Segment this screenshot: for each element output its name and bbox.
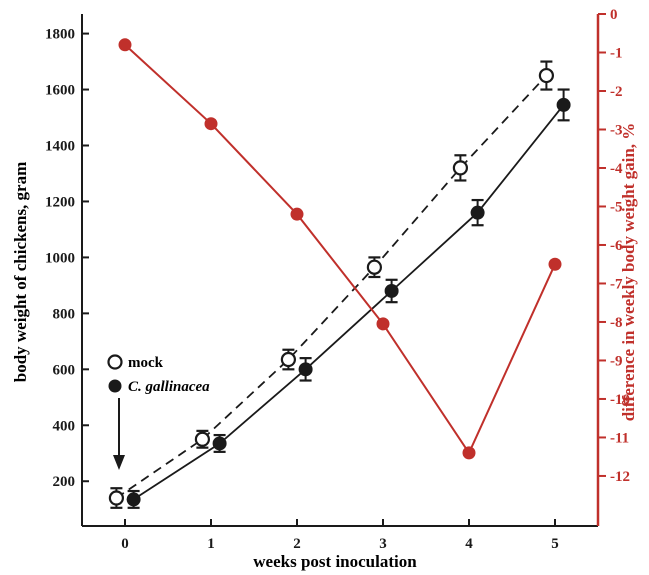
y2-tick-label: -1: [610, 45, 623, 61]
y2-tick-label: 0: [610, 7, 618, 23]
axes: 0 1 2 3 4 5 200 400 600 800 1000 1200 1400 1600 1800 0 -…: [45, 7, 630, 552]
y-tick-label: 400: [53, 418, 76, 434]
x-tick-label: 1: [207, 536, 215, 552]
data-point: [280, 351, 296, 368]
x-tick-label: 3: [379, 536, 387, 552]
data-point: [538, 67, 555, 84]
y2-tick-label: -6: [610, 238, 623, 254]
data-point: [470, 205, 485, 220]
data-point: [298, 362, 313, 377]
series-0: [108, 60, 555, 509]
y-tick-label: 800: [53, 306, 76, 322]
inoculation-arrow: [113, 398, 125, 470]
legend-c-gallinacea-marker: [108, 379, 122, 393]
y2-tick-label: -8: [610, 315, 623, 331]
inoculation-arrow-head: [113, 455, 125, 470]
series-line: [124, 44, 556, 455]
data-point: [548, 257, 562, 271]
y-tick-label: 1800: [45, 27, 75, 43]
x-tick-label: 0: [121, 536, 129, 552]
data-point: [384, 283, 399, 298]
series-layer: [108, 38, 571, 509]
y2-tick-label: -7: [610, 276, 623, 292]
data-point: [212, 436, 227, 451]
data-point: [366, 259, 382, 275]
series-2: [118, 38, 562, 460]
data-point: [194, 431, 210, 447]
x-tick-label: 4: [465, 536, 473, 552]
y2-tick-label: -5: [610, 199, 623, 215]
y-tick-label: 1200: [45, 194, 75, 210]
y2-tick-label: -11: [610, 430, 629, 446]
y-axis-title: body weight of chickens, gram: [11, 162, 30, 383]
y2-tick-label: -12: [610, 469, 630, 485]
y2-tick-label: -4: [610, 161, 623, 177]
legend: mock C. gallinacea: [107, 354, 210, 395]
data-point: [556, 97, 571, 112]
y-tick-label: 600: [53, 362, 76, 378]
x-axis-title: weeks post inoculation: [253, 552, 417, 571]
legend-mock-label: mock: [128, 355, 164, 371]
y2-axis-title: difference in weekly body weight gain, %: [619, 123, 638, 422]
data-point: [452, 160, 468, 176]
data-point: [118, 38, 132, 52]
legend-c-gallinacea-label: C. gallinacea: [128, 379, 210, 395]
data-point: [108, 490, 125, 506]
series-1: [126, 88, 571, 509]
legend-mock-marker: [107, 354, 123, 370]
y2-tick-label: -10: [610, 392, 630, 408]
y2-tick-label: -3: [610, 122, 623, 138]
x-tick-label: 5: [551, 536, 559, 552]
data-point: [462, 446, 476, 460]
data-point: [126, 492, 141, 507]
series-line: [133, 104, 565, 501]
x-tick-label: 2: [293, 536, 301, 552]
y-tick-label: 200: [53, 474, 76, 490]
y2-tick-label: -2: [610, 84, 623, 100]
y-tick-label: 1000: [45, 250, 75, 266]
data-point: [204, 117, 218, 131]
y-tick-label: 1600: [45, 83, 75, 99]
series-line: [115, 74, 548, 499]
y-tick-label: 1400: [45, 138, 75, 154]
y2-tick-label: -9: [610, 353, 623, 369]
data-point: [376, 317, 390, 331]
data-point: [290, 207, 304, 221]
